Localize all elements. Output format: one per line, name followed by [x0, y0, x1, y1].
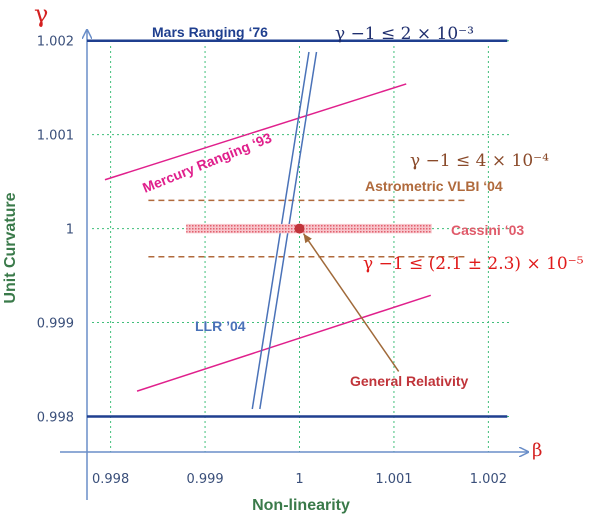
x-axis-symbol: β [532, 440, 542, 461]
constraint-label-0: Mars Ranging ‘76 [152, 24, 268, 40]
y-tick-label: 0.998 [37, 411, 74, 426]
x-tick-label: 0.998 [92, 472, 129, 487]
y-axis-title: Unit Curvature [2, 192, 19, 303]
tick-labels: 0.998 0.999 1 1.001 1.002 0.998 0.999 1 1.001 1.0… [37, 35, 507, 487]
cassini-band [186, 223, 432, 234]
general-relativity-label: General Relativity [350, 373, 468, 389]
x-tick-label: 1.001 [375, 472, 412, 487]
x-tick-label: 1.002 [470, 472, 507, 487]
constraint-label-4: Cassini ‘03 [451, 222, 524, 238]
x-tick-label: 1 [295, 472, 303, 487]
constraint-line-1-1 [136, 294, 432, 392]
axes [60, 30, 528, 500]
constraint-equation-1: γ −1 ≤ 4 × 10⁻⁴ [410, 151, 549, 171]
x-tick-label: 0.999 [186, 472, 223, 487]
y-tick-label: 1.002 [37, 35, 74, 50]
x-axis-title: Non-linearity [252, 497, 350, 514]
constraint-equation-2: γ −1 ≤ (2.1 ± 2.3) × 10⁻⁵ [363, 254, 584, 274]
general-relativity-point [294, 223, 305, 234]
y-tick-label: 1 [66, 223, 74, 238]
constraint-equation-0: γ −1 ≤ 2 × 10⁻³ [335, 24, 474, 44]
chart-marks [87, 39, 508, 418]
constraint-label-2: Astrometric VLBI ‘04 [365, 178, 503, 194]
constraint-label-3: LLR ’04 [195, 318, 246, 334]
constraint-line-1-0 [104, 83, 407, 181]
y-tick-label: 0.999 [37, 317, 74, 332]
y-tick-label: 1.001 [37, 129, 74, 144]
general-relativity-arrow [302, 233, 400, 372]
y-axis-symbol: γ [34, 0, 48, 28]
